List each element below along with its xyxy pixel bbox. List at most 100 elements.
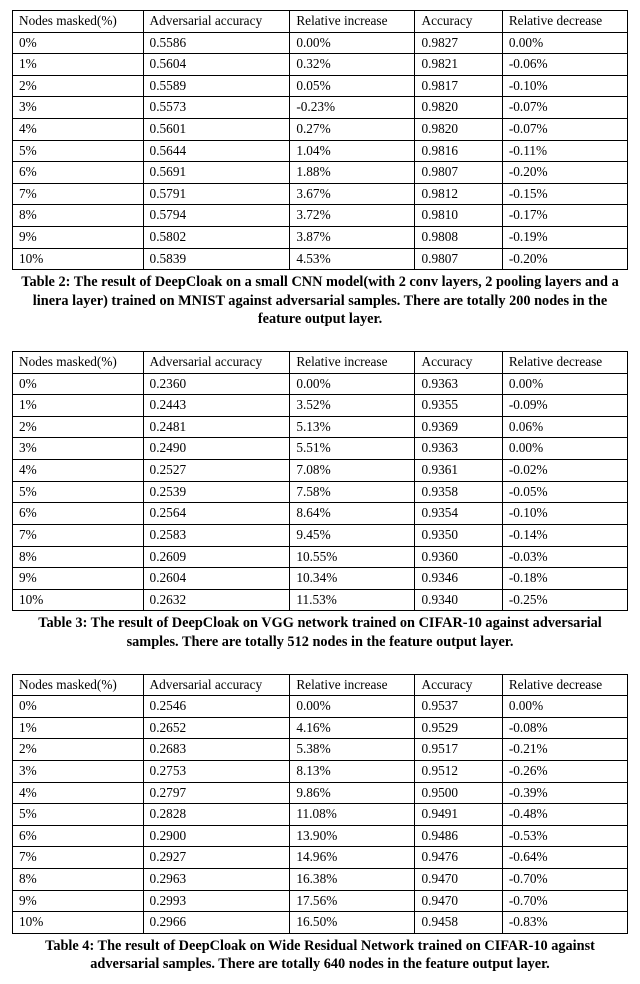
table-cell: -0.20% — [502, 162, 627, 184]
table-cell: 3.52% — [290, 395, 415, 417]
table-cell: 3.67% — [290, 183, 415, 205]
table-cell: 11.53% — [290, 589, 415, 611]
table-cell: 0.9812 — [415, 183, 502, 205]
table-cell: 0.9820 — [415, 97, 502, 119]
result-table-2: Nodes masked(%)Adversarial accuracyRelat… — [12, 10, 628, 270]
table-cell: -0.10% — [502, 503, 627, 525]
table-cell: 0.00% — [290, 32, 415, 54]
column-header: Accuracy — [415, 11, 502, 33]
column-header: Relative decrease — [502, 674, 627, 696]
table-cell: 1.04% — [290, 140, 415, 162]
table-cell: 4.53% — [290, 248, 415, 270]
table-row: 10%0.58394.53%0.9807-0.20% — [13, 248, 628, 270]
table-cell: -0.07% — [502, 97, 627, 119]
table-cell: 0.5589 — [143, 75, 290, 97]
table-row: 1%0.56040.32%0.9821-0.06% — [13, 54, 628, 76]
table-cell: 3% — [13, 760, 144, 782]
table-cell: -0.39% — [502, 782, 627, 804]
table-cell: 6% — [13, 162, 144, 184]
table-cell: 0.5839 — [143, 248, 290, 270]
table-cell: 0.9346 — [415, 568, 502, 590]
table-cell: 0.9470 — [415, 869, 502, 891]
table-cell: 0.5644 — [143, 140, 290, 162]
table-cell: 0.2604 — [143, 568, 290, 590]
table-cell: -0.05% — [502, 481, 627, 503]
table-cell: 0.9537 — [415, 696, 502, 718]
table-cell: 0.5691 — [143, 162, 290, 184]
table-cell: 0.9470 — [415, 890, 502, 912]
table-cell: 0.9369 — [415, 416, 502, 438]
table-cell: 0.2963 — [143, 869, 290, 891]
table-cell: 0.2564 — [143, 503, 290, 525]
table-cell: 0.2683 — [143, 739, 290, 761]
table-cell: 0.5573 — [143, 97, 290, 119]
table-row: 8%0.296316.38%0.9470-0.70% — [13, 869, 628, 891]
table-cell: 0.5802 — [143, 227, 290, 249]
column-header: Relative decrease — [502, 11, 627, 33]
table-cell: 0.2546 — [143, 696, 290, 718]
table-cell: -0.25% — [502, 589, 627, 611]
table-cell: 0.9808 — [415, 227, 502, 249]
table-cell: -0.06% — [502, 54, 627, 76]
result-table-3: Nodes masked(%)Adversarial accuracyRelat… — [12, 351, 628, 611]
table-cell: 0.2632 — [143, 589, 290, 611]
table-cell: 0.05% — [290, 75, 415, 97]
table-cell: 0.9361 — [415, 460, 502, 482]
table-cell: -0.19% — [502, 227, 627, 249]
table-cell: 0.00% — [290, 373, 415, 395]
table-cell: 0.9512 — [415, 760, 502, 782]
table-cell: 0.2360 — [143, 373, 290, 395]
table-caption-4: Table 4: The result of DeepCloak on Wide… — [12, 937, 628, 974]
table-row: 2%0.55890.05%0.9817-0.10% — [13, 75, 628, 97]
table-row: 9%0.58023.87%0.9808-0.19% — [13, 227, 628, 249]
table-cell: 7% — [13, 524, 144, 546]
table-cell: 10.55% — [290, 546, 415, 568]
table-cell: 0.9340 — [415, 589, 502, 611]
table-cell: -0.23% — [290, 97, 415, 119]
table-cell: 0.2993 — [143, 890, 290, 912]
table-cell: 0.5604 — [143, 54, 290, 76]
table-cell: 0.2797 — [143, 782, 290, 804]
table-header-row: Nodes masked(%)Adversarial accuracyRelat… — [13, 674, 628, 696]
table-row: 7%0.57913.67%0.9812-0.15% — [13, 183, 628, 205]
table-row: 2%0.24815.13%0.93690.06% — [13, 416, 628, 438]
table-cell: -0.07% — [502, 119, 627, 141]
table-cell: -0.03% — [502, 546, 627, 568]
table-cell: 9.45% — [290, 524, 415, 546]
table-cell: 4% — [13, 782, 144, 804]
table-cell: 0.9827 — [415, 32, 502, 54]
column-header: Accuracy — [415, 352, 502, 374]
table-cell: 7.08% — [290, 460, 415, 482]
table-cell: 0.2652 — [143, 717, 290, 739]
table-cell: -0.02% — [502, 460, 627, 482]
table-caption-3: Table 3: The result of DeepCloak on VGG … — [12, 614, 628, 651]
table-cell: -0.14% — [502, 524, 627, 546]
table-cell: 0.2753 — [143, 760, 290, 782]
table-cell: 0.00% — [290, 696, 415, 718]
table-row: 0%0.25460.00%0.95370.00% — [13, 696, 628, 718]
table-cell: 13.90% — [290, 825, 415, 847]
table-cell: 0% — [13, 373, 144, 395]
table-cell: 5% — [13, 804, 144, 826]
table-cell: 0.9350 — [415, 524, 502, 546]
table-cell: 4% — [13, 460, 144, 482]
table-row: 10%0.263211.53%0.9340-0.25% — [13, 589, 628, 611]
table-cell: 0.2583 — [143, 524, 290, 546]
table-cell: 7.58% — [290, 481, 415, 503]
table-cell: 0.9517 — [415, 739, 502, 761]
table-row: 0%0.55860.00%0.98270.00% — [13, 32, 628, 54]
table-row: 8%0.57943.72%0.9810-0.17% — [13, 205, 628, 227]
table-row: 0%0.23600.00%0.93630.00% — [13, 373, 628, 395]
table-cell: 0.9358 — [415, 481, 502, 503]
table-row: 3%0.24905.51%0.93630.00% — [13, 438, 628, 460]
table-cell: 0.2609 — [143, 546, 290, 568]
table-row: 2%0.26835.38%0.9517-0.21% — [13, 739, 628, 761]
table-row: 4%0.27979.86%0.9500-0.39% — [13, 782, 628, 804]
table-cell: 0.2539 — [143, 481, 290, 503]
table-cell: 0.5586 — [143, 32, 290, 54]
table-cell: 0.2828 — [143, 804, 290, 826]
table-cell: -0.08% — [502, 717, 627, 739]
table-cell: 5% — [13, 481, 144, 503]
table-cell: 0.9807 — [415, 248, 502, 270]
table-cell: -0.48% — [502, 804, 627, 826]
